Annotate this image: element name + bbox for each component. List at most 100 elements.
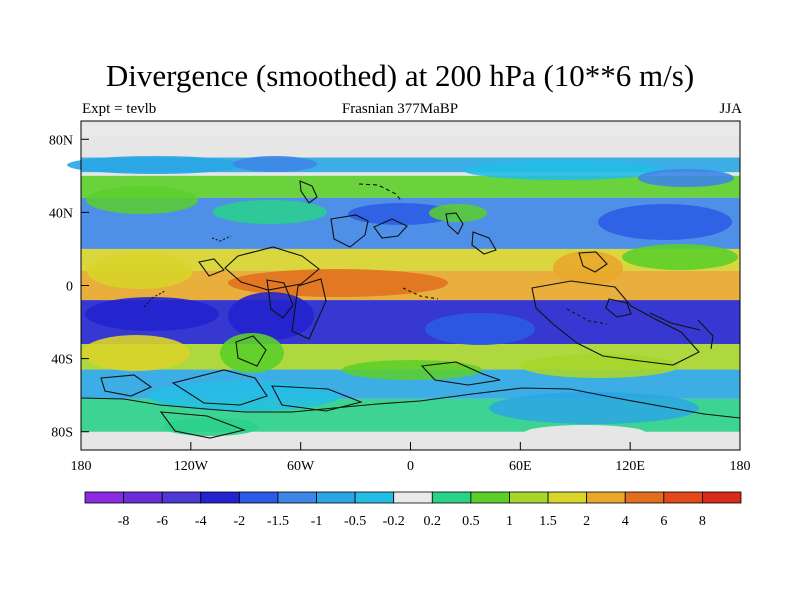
y-tick-label: 80N — [49, 133, 73, 148]
coastline-outline — [531, 280, 700, 366]
x-tick-label: 0 — [407, 459, 414, 474]
colorbar-label: 1 — [506, 514, 513, 529]
colorbar-swatch — [509, 491, 549, 504]
colorbar-label: -0.2 — [383, 514, 405, 529]
colorbar-label: 2 — [583, 514, 590, 529]
coastline-outline — [420, 361, 501, 386]
y-tick-label: 40N — [49, 206, 73, 221]
colorbar-label: 6 — [660, 514, 667, 529]
coastline-outline — [171, 369, 268, 406]
divergence-feature — [82, 335, 190, 371]
coastline-outline — [566, 308, 608, 325]
axes-group: 180 120W 60W 0 60E 120E 180 80N 40N 0 40S 80S — [49, 120, 751, 474]
colorbar-label: -2 — [234, 514, 246, 529]
divergence-feature — [463, 160, 663, 180]
chart-title: Divergence (smoothed) at 200 hPa (10**6 … — [105, 58, 695, 93]
coastline-outline — [80, 387, 741, 419]
coastline-outline — [143, 290, 166, 308]
colorbar-label: -4 — [195, 514, 207, 529]
coastline-outline — [266, 279, 294, 319]
x-tick-label: 120E — [615, 459, 645, 474]
colorbar-swatch — [277, 491, 317, 504]
colorbar-swatch — [393, 491, 433, 504]
colorbar-swatch — [84, 491, 124, 504]
divergence-feature — [429, 204, 487, 222]
coastline-group — [80, 180, 741, 439]
coastline-outline — [211, 235, 232, 242]
divergence-feature — [213, 200, 327, 224]
colorbar-swatch — [161, 491, 202, 504]
colorbar-group: -8 -6 -4 -2 -1.5 -1 -0.5 -0.2 0.2 0.5 1 1.5 2 4 6 8 — [84, 491, 742, 529]
y-tick-label: 80S — [51, 426, 73, 441]
colorbar-swatch — [200, 491, 240, 504]
divergence-band — [81, 175, 740, 198]
experiment-label: Expt = tevlb — [82, 101, 157, 117]
coastline-outline — [697, 319, 714, 350]
coastline-outline — [271, 385, 363, 412]
colorbar-swatch — [663, 491, 703, 504]
y-tick-label: 0 — [66, 280, 73, 295]
coastline-outline — [402, 287, 439, 300]
divergence-feature — [228, 269, 448, 297]
x-tick-label: 180 — [71, 459, 92, 474]
divergence-feature — [163, 418, 259, 436]
x-tick-label: 120W — [174, 459, 209, 474]
divergence-feature — [598, 204, 732, 240]
divergence-feature — [67, 156, 243, 174]
divergence-feature — [342, 360, 482, 380]
colorbar-label: 1.5 — [539, 514, 557, 529]
colorbar-label: 4 — [622, 514, 629, 529]
colorbar-label: -6 — [156, 514, 168, 529]
colorbar-label: 0.5 — [462, 514, 480, 529]
coastline-outline — [471, 231, 497, 255]
colorbar-label: -0.5 — [344, 514, 366, 529]
x-tick-label: 60W — [287, 459, 315, 474]
coastline-outline — [224, 246, 320, 291]
divergence-feature — [85, 297, 219, 331]
coastline-outline — [330, 214, 369, 248]
y-tick-label: 40S — [51, 353, 73, 368]
coastline-outline — [299, 180, 318, 204]
colorbar-swatch — [624, 491, 665, 504]
colorbar-label: -8 — [118, 514, 130, 529]
coastline-outline — [100, 374, 153, 397]
divergence-feature — [220, 333, 284, 373]
divergence-feature — [148, 381, 340, 411]
divergence-feature — [87, 253, 193, 289]
divergence-feature — [524, 425, 646, 441]
divergence-feature — [348, 203, 454, 225]
divergence-band — [81, 124, 740, 136]
divergence-feature — [638, 169, 734, 187]
x-tick-label: 180 — [730, 459, 751, 474]
colorbar-swatch — [586, 491, 626, 504]
colorbar-label: 0.2 — [424, 514, 442, 529]
colorbar-swatch — [316, 491, 356, 504]
coastline-outline — [649, 312, 701, 331]
coastline-outline — [235, 335, 267, 367]
period-label: Frasnian 377MaBP — [341, 101, 459, 117]
coastline-outline — [605, 298, 632, 318]
colorbar-swatch — [470, 491, 510, 504]
coastline-outline — [159, 411, 246, 439]
colorbar-swatch — [547, 491, 588, 504]
colorbar-label: 8 — [699, 514, 706, 529]
divergence-feature — [425, 313, 535, 345]
divergence-feature — [622, 244, 738, 270]
coastline-outline — [445, 212, 464, 235]
coastline-outline — [198, 258, 225, 277]
divergence-feature — [521, 354, 679, 378]
colorbar-swatch — [238, 491, 279, 504]
divergence-feature-group — [67, 156, 738, 441]
divergence-feature — [228, 292, 314, 340]
colorbar-swatch — [431, 491, 472, 504]
coastline-outline — [358, 183, 403, 203]
divergence-feature — [489, 392, 699, 424]
colorbar-label: -1 — [311, 514, 323, 529]
divergence-feature — [86, 186, 198, 214]
colorbar-swatch — [702, 491, 742, 504]
colorbar-swatch — [354, 491, 395, 504]
coastline-outline — [578, 251, 608, 273]
colorbar-swatch — [123, 491, 163, 504]
